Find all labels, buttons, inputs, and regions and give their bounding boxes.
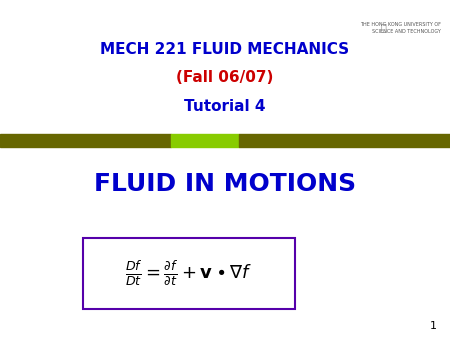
Text: Tutorial 4: Tutorial 4 (184, 99, 266, 114)
Text: MECH 221 FLUID MECHANICS: MECH 221 FLUID MECHANICS (100, 42, 350, 56)
Bar (171, 134, 238, 147)
FancyBboxPatch shape (83, 238, 295, 309)
Text: $\frac{Df}{Dt} = \frac{\partial f}{\partial t} + \mathbf{v} \bullet \nabla f$: $\frac{Df}{Dt} = \frac{\partial f}{\part… (125, 258, 253, 287)
Text: THE HONG KONG UNIVERSITY OF
SCIENCE AND TECHNOLOGY: THE HONG KONG UNIVERSITY OF SCIENCE AND … (360, 22, 441, 33)
Text: FLUID IN MOTIONS: FLUID IN MOTIONS (94, 172, 356, 196)
Bar (0, 134, 171, 147)
Text: 1: 1 (429, 321, 436, 331)
Text: 🛡: 🛡 (380, 22, 386, 32)
Text: (Fall 06/07): (Fall 06/07) (176, 70, 274, 85)
Bar (238, 134, 450, 147)
